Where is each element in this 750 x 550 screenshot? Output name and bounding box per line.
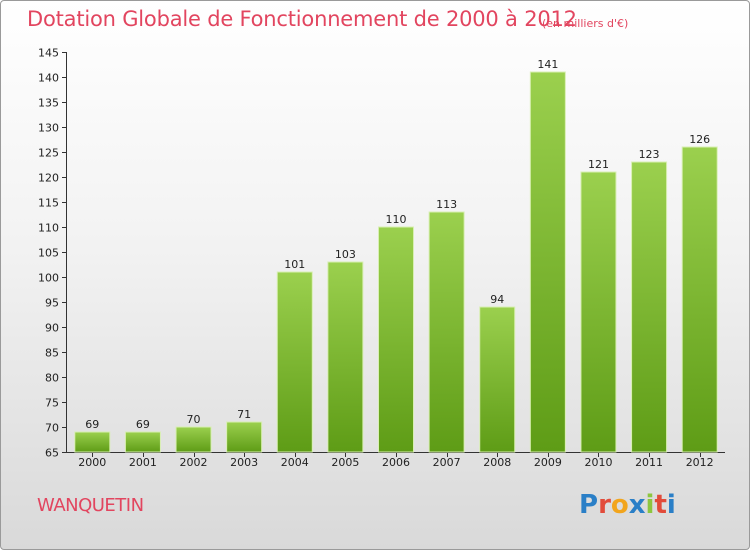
chart-unit: (en milliers d'€) (542, 17, 629, 30)
y-tick-label: 130 (38, 122, 59, 135)
value-label-2003: 71 (237, 408, 251, 421)
x-tick-label: 2006 (382, 456, 410, 469)
y-tick-label: 115 (38, 197, 59, 210)
y-tick-label: 90 (45, 322, 59, 335)
y-tick-label: 80 (45, 372, 59, 385)
bar-2011 (631, 161, 668, 453)
chart-title: Dotation Globale de Fonctionnement de 20… (27, 7, 577, 31)
bar-2010 (580, 171, 617, 453)
x-axis: 2000 2001 2002 2003 2004 2005 2006 2007 2008 2009… (66, 452, 725, 469)
bar-2001 (124, 431, 161, 453)
x-tick-label: 2001 (129, 456, 157, 469)
value-label-2002: 70 (187, 413, 201, 426)
y-axis: 65 70 75 80 85 90 95 100 105 110 115 120 125 130 135 14… (38, 47, 67, 460)
x-tick-label: 2000 (78, 456, 106, 469)
value-label-2000: 69 (85, 418, 99, 431)
bar-2003 (226, 421, 263, 453)
y-tick-label: 85 (45, 347, 59, 360)
y-tick-label: 70 (45, 422, 59, 435)
y-tick-label: 105 (38, 247, 59, 260)
bar-2007 (428, 211, 465, 453)
bar-2002 (175, 426, 212, 453)
bar-2006 (378, 226, 414, 453)
logo-letter: t (654, 490, 667, 520)
value-label-2007: 113 (436, 198, 457, 211)
x-tick-label: 2005 (331, 456, 359, 469)
x-tick-label: 2010 (584, 456, 612, 469)
value-label-2008: 94 (490, 293, 504, 306)
x-tick-label: 2004 (281, 456, 309, 469)
bar-2009 (529, 71, 566, 453)
x-tick-label: 2002 (180, 456, 208, 469)
y-tick-label: 140 (38, 72, 59, 85)
y-tick-label: 65 (45, 447, 59, 460)
value-label-2004: 101 (284, 258, 305, 271)
bar-2004 (276, 271, 313, 453)
value-label-2006: 110 (386, 213, 407, 226)
y-tick-label: 120 (38, 172, 59, 185)
value-label-2005: 103 (335, 248, 356, 261)
logo-letter: i (645, 490, 655, 520)
y-tick-label: 125 (38, 147, 59, 160)
y-tick-label: 75 (45, 397, 59, 410)
value-label-2011: 123 (639, 148, 660, 161)
logo-letter: i (666, 490, 676, 520)
commune-name: WANQUETIN (37, 495, 144, 516)
y-tick-label: 135 (38, 97, 59, 110)
logo-letter: r (598, 490, 611, 520)
value-label-2009: 141 (537, 58, 558, 71)
y-tick-label: 100 (38, 272, 59, 285)
logo-letter: x (628, 490, 646, 520)
x-tick-label: 2008 (483, 456, 511, 469)
bar-2000 (74, 431, 111, 453)
x-tick-label: 2011 (635, 456, 663, 469)
data-labels: 69 69 70 71 101 103 110 113 94 141 121 123 126 (85, 58, 710, 431)
x-tick-label: 2009 (534, 456, 562, 469)
proxiti-logo[interactable]: Proxiti (579, 490, 676, 520)
value-label-2012: 126 (689, 133, 710, 146)
bar-2008 (479, 306, 516, 453)
x-tick-label: 2007 (433, 456, 461, 469)
value-label-2010: 121 (588, 158, 609, 171)
bars (74, 71, 718, 453)
y-tick-label: 110 (38, 222, 59, 235)
logo-letter: P (579, 490, 599, 520)
x-tick-label: 2012 (686, 456, 714, 469)
bar-2005 (327, 261, 364, 453)
logo-letter: o (610, 490, 629, 520)
y-tick-label: 145 (38, 47, 59, 60)
y-tick-label: 95 (45, 297, 59, 310)
bar-2012 (681, 146, 718, 453)
x-tick-label: 2003 (230, 456, 258, 469)
value-label-2001: 69 (136, 418, 150, 431)
